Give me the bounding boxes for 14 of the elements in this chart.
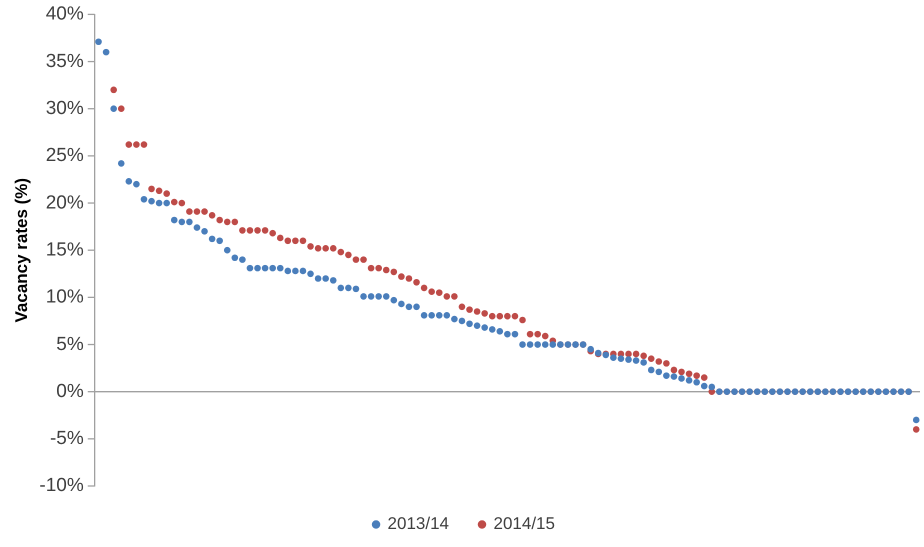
y-tick-label: 30% — [46, 98, 84, 119]
legend-label: 2013/14 — [388, 514, 449, 534]
y-tick-label: 20% — [46, 192, 84, 214]
y-tick-label: 25% — [46, 145, 84, 166]
y-tick-label: 40% — [46, 4, 84, 25]
y-axis-title: Vacancy rates (%) — [12, 178, 31, 322]
y-tick-label: 35% — [46, 50, 84, 72]
y-tick-label: 5% — [56, 334, 84, 355]
y-tick-label: -5% — [50, 428, 84, 450]
y-tick-label: 10% — [46, 286, 84, 308]
y-tick-label: -10% — [39, 475, 84, 496]
y-tick-label: 15% — [46, 239, 84, 260]
y-tick-label: 0% — [56, 380, 84, 402]
legend-label: 2014/15 — [494, 514, 555, 534]
